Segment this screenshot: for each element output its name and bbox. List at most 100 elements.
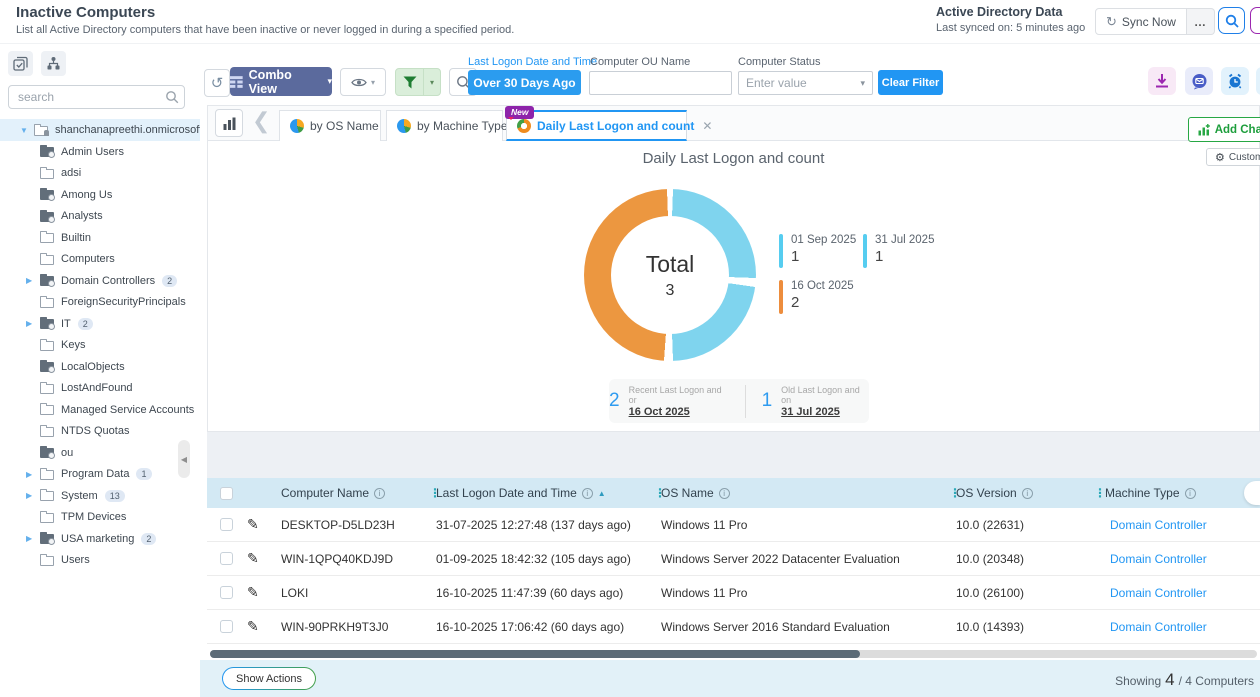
edit-icon[interactable]: ✎ [247,584,259,601]
sidebar-collapse-handle[interactable]: ◀ [178,440,190,478]
column-menu-icon[interactable]: ⋮ [949,486,961,500]
folder-icon [40,147,54,157]
status-filter-select[interactable]: Enter value ▾ [738,71,873,95]
panel-gap [207,432,1260,478]
table-row[interactable]: ✎ DESKTOP-D5LD23H 31-07-2025 12:27:48 (1… [207,508,1260,542]
clear-filter-button[interactable]: Clear Filter [878,70,943,95]
alarm-clock-icon [1227,73,1243,89]
tree-item[interactable]: ▶ LocalObjects [0,356,200,378]
ou-name-filter-input[interactable] [589,71,732,95]
show-actions-button[interactable]: Show Actions [222,667,316,690]
tree-item[interactable]: ▶ NTDS Quotas [0,421,200,443]
legend-item[interactable]: 01 Sep 2025 1 [779,234,863,268]
row-checkbox[interactable] [220,518,233,531]
table-row[interactable]: ✎ WIN-90PRKH9T3J0 16-10-2025 17:06:42 (6… [207,610,1260,644]
chevron-right-icon[interactable]: ▶ [26,276,40,285]
column-menu-icon[interactable]: ⋮ [429,486,441,500]
add-chart-button[interactable]: Add Chart [1188,117,1260,142]
tab-by-machine-type[interactable]: by Machine Type [386,110,503,141]
tree-item[interactable]: ▶ System 13 [0,485,200,507]
donut-chart-icon [517,119,531,133]
chevron-right-icon[interactable]: ▶ [26,491,40,500]
row-checkbox[interactable] [220,552,233,565]
more-options-button[interactable]: … [1187,8,1215,35]
tree-item[interactable]: ▶ TPM Devices [0,507,200,529]
tree-item-label: adsi [61,167,81,179]
close-icon[interactable]: ✕ [702,119,712,133]
tree-item[interactable]: ▶ adsi [0,163,200,185]
edit-icon[interactable]: ✎ [247,516,259,533]
tree-item[interactable]: ▶ ou [0,442,200,464]
tree-item-label: IT [61,318,71,330]
tree-item[interactable]: ▶ IT 2 [0,313,200,335]
tree-item[interactable]: ▶ Domain Controllers 2 [0,270,200,292]
tab-by-os-name[interactable]: by OS Name [279,110,381,141]
tree-item-label: ou [61,447,73,459]
summary-date-link[interactable]: 31 Jul 2025 [781,406,869,418]
table-row[interactable]: ✎ WIN-1QPQ40KDJ9D 01-09-2025 18:42:32 (1… [207,542,1260,576]
tree-item[interactable]: ▶ Managed Service Accounts [0,399,200,421]
column-header[interactable]: ⋮ Last Logon Date and Time i ▲ [432,478,657,508]
tree-item[interactable]: ▶ LostAndFound [0,378,200,400]
sync-now-button[interactable]: ↻ Sync Now [1095,8,1187,35]
column-header[interactable]: ⋮ OS Name i ▲ [657,478,952,508]
column-header[interactable]: ⋮ Computer Name i ▲ [277,478,432,508]
chart-type-button[interactable] [215,109,243,137]
row-checkbox[interactable] [220,620,233,633]
tree-item[interactable]: ▶ Among Us [0,184,200,206]
visibility-dropdown[interactable]: ▾ [340,68,386,96]
column-menu-icon[interactable]: ⋮ [654,486,666,500]
tree-item[interactable]: ▶ Analysts [0,206,200,228]
machine-type-link[interactable]: Domain Controller [1097,620,1260,634]
refresh-button[interactable]: ↺ [204,69,230,97]
machine-type-link[interactable]: Domain Controller [1097,586,1260,600]
machine-type-link[interactable]: Domain Controller [1097,552,1260,566]
chevron-right-icon[interactable]: ▶ [26,534,40,543]
tree-item[interactable]: ▶ ForeignSecurityPrincipals [0,292,200,314]
view-selector-dropdown[interactable]: Combo View ▾ [230,67,332,96]
hierarchy-icon [46,56,61,71]
tree-root-domain[interactable]: ▼ shanchanapreethi.onmicrosoft [0,119,200,141]
summary-date-link[interactable]: 16 Oct 2025 [629,406,729,418]
tabs-scroll-left-icon[interactable]: ❮ [252,108,270,134]
hierarchy-view-button[interactable] [41,51,66,76]
chevron-down-icon[interactable]: ▼ [20,126,34,135]
table-row[interactable]: ✎ LOKI 16-10-2025 11:47:39 (60 days ago)… [207,576,1260,610]
tree-item[interactable]: ▶ USA marketing 2 [0,528,200,550]
column-header[interactable]: ⋮ Machine Type i ▲ [1097,478,1260,508]
help-button[interactable]: ? [1250,7,1260,34]
tree-item[interactable]: ▶ Admin Users [0,141,200,163]
edit-icon[interactable]: ✎ [247,618,259,635]
filter-dropdown[interactable]: ▾ [395,68,441,96]
multi-select-button[interactable] [8,51,33,76]
tree-item-label: Admin Users [61,146,124,158]
chevron-right-icon[interactable]: ▶ [26,319,40,328]
export-button[interactable] [1148,67,1176,95]
more-actions-button[interactable] [1256,67,1260,95]
legend-item[interactable]: 16 Oct 2025 2 [779,280,863,314]
edit-icon[interactable]: ✎ [247,550,259,567]
column-header[interactable]: ⋮ OS Version i ▲ [952,478,1097,508]
folder-icon [40,470,54,480]
column-menu-icon[interactable]: ⋮ [1094,486,1106,500]
donut-chart[interactable]: Total 3 [584,189,756,361]
machine-type-link[interactable]: Domain Controller [1097,518,1260,532]
tree-item[interactable]: ▶ Builtin [0,227,200,249]
feedback-button[interactable] [1185,67,1213,95]
horizontal-scrollbar[interactable] [210,650,1257,658]
chat-icon [1191,73,1208,90]
chevron-right-icon[interactable]: ▶ [26,470,40,479]
tree-item[interactable]: ▶ Program Data 1 [0,464,200,486]
tree-item[interactable]: ▶ Keys [0,335,200,357]
schedule-button[interactable] [1221,67,1249,95]
tree-item[interactable]: ▶ Computers [0,249,200,271]
sidebar-search-input[interactable] [8,85,185,109]
last-logon-filter-value-button[interactable]: Over 30 Days Ago [468,70,581,95]
top-bar: Inactive Computers List all Active Direc… [0,0,1260,44]
scrollbar-thumb[interactable] [210,650,860,658]
global-search-button[interactable] [1218,7,1245,34]
tree-item[interactable]: ▶ Users [0,550,200,572]
row-checkbox[interactable] [220,586,233,599]
legend-item[interactable]: 31 Jul 2025 1 [863,234,934,268]
select-all-checkbox[interactable] [220,487,233,500]
